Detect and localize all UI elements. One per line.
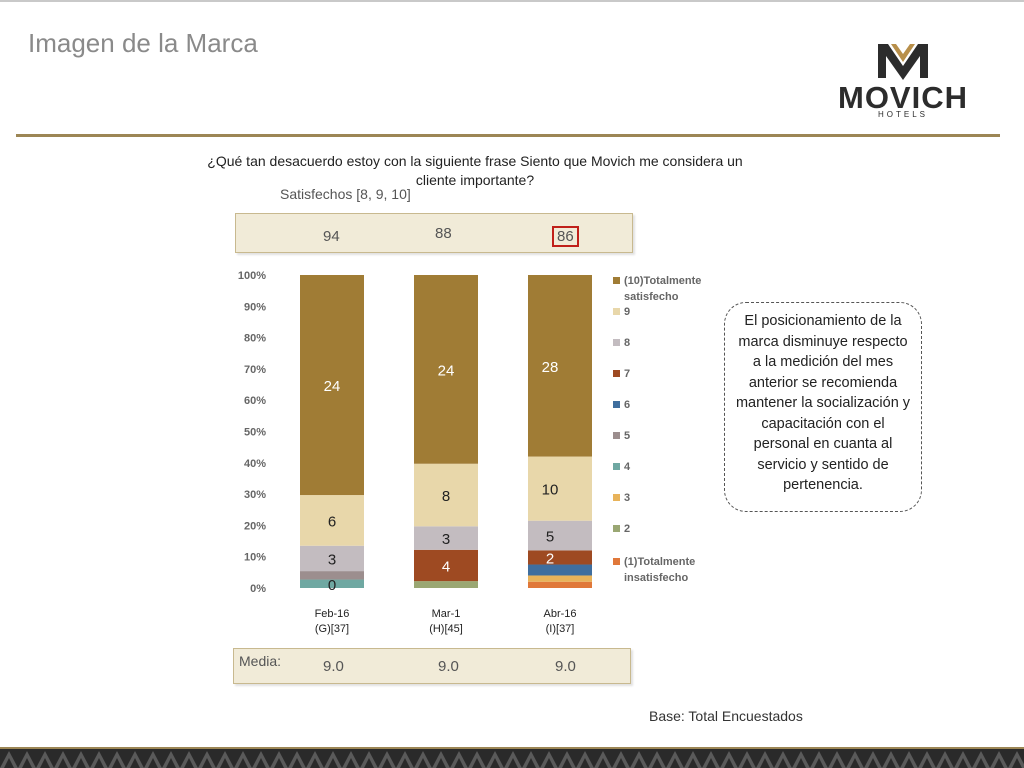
data-label: 24 <box>324 378 341 395</box>
legend-swatch <box>613 339 620 346</box>
satisfied-value-feb: 94 <box>323 228 340 245</box>
legend-label: 2 <box>624 523 630 535</box>
legend-swatch <box>613 494 620 501</box>
legend-swatch <box>613 277 620 284</box>
page-title: Imagen de la Marca <box>28 28 258 58</box>
brand-subtitle: HOTELS <box>877 110 928 119</box>
y-tick-label: 100% <box>238 270 266 282</box>
legend-label: (1)Totalmente <box>624 556 695 568</box>
legend-swatch <box>613 432 620 439</box>
legend-label: insatisfecho <box>624 572 688 584</box>
y-tick-label: 0% <box>250 583 266 595</box>
x-tick-label: (H)[45] <box>429 623 463 635</box>
data-label: 6 <box>328 513 336 530</box>
legend-swatch <box>613 370 620 377</box>
stacked-bar-chart: 0%10%20%30%40%50%60%70%80%90%100%03624Fe… <box>238 270 702 635</box>
y-tick-label: 80% <box>244 333 266 345</box>
data-label: 4 <box>442 558 450 575</box>
bar-segment <box>528 456 592 521</box>
y-tick-label: 50% <box>244 427 266 439</box>
bar-segment <box>300 275 364 496</box>
y-tick-label: 30% <box>244 489 266 501</box>
y-tick-label: 20% <box>244 520 266 532</box>
bar-segment <box>300 571 364 580</box>
data-label: 3 <box>442 531 450 548</box>
data-label: 24 <box>438 362 455 379</box>
legend-swatch <box>613 463 620 470</box>
y-tick-label: 60% <box>244 395 266 407</box>
data-label: 3 <box>328 551 336 568</box>
media-value-mar: 9.0 <box>438 658 459 675</box>
bar-segment <box>414 463 478 527</box>
top-border <box>0 0 1024 2</box>
bar-segment <box>414 275 478 464</box>
bar-segment <box>528 520 592 551</box>
bar-segment <box>300 495 364 546</box>
legend-label: 7 <box>624 368 630 380</box>
data-label: 10 <box>542 482 559 499</box>
media-band <box>233 648 631 684</box>
satisfied-value-mar: 88 <box>435 225 452 242</box>
legend-label: 8 <box>624 337 630 349</box>
bar-segment <box>528 564 592 576</box>
legend-swatch <box>613 401 620 408</box>
legend-swatch <box>613 308 620 315</box>
base-note: Base: Total Encuestados <box>649 708 803 724</box>
insight-callout: El posicionamiento de la marca disminuye… <box>724 302 922 512</box>
satisfied-value-abr: 86 <box>552 226 579 247</box>
legend-swatch <box>613 525 620 532</box>
bar-segment <box>528 275 592 457</box>
bar-segment <box>414 526 478 550</box>
data-label: 8 <box>442 488 450 505</box>
data-label: 0 <box>328 577 336 594</box>
legend-label: 4 <box>624 461 631 473</box>
x-tick-label: (I)[37] <box>546 623 575 635</box>
legend-swatch <box>613 558 620 565</box>
bar-segment <box>528 581 592 588</box>
footer-pattern <box>0 747 1024 768</box>
survey-question: ¿Qué tan desacuerdo estoy con la siguien… <box>207 153 743 188</box>
legend-label: 5 <box>624 430 630 442</box>
bar-segment <box>300 545 364 572</box>
header-divider <box>16 134 1000 137</box>
data-label: 2 <box>546 550 554 567</box>
data-label: 28 <box>542 359 559 376</box>
x-tick-label: Feb-16 <box>315 608 350 620</box>
bar-segment <box>414 581 478 588</box>
legend-label: 3 <box>624 492 630 504</box>
data-label: 5 <box>546 529 554 546</box>
legend-label: satisfecho <box>624 291 679 303</box>
y-tick-label: 40% <box>244 458 266 470</box>
legend-label: 9 <box>624 306 630 318</box>
x-tick-label: Mar-1 <box>432 608 461 620</box>
y-tick-label: 90% <box>244 301 266 313</box>
media-label: Media: <box>239 653 282 669</box>
x-tick-label: Abr-16 <box>543 608 576 620</box>
media-value-abr: 9.0 <box>555 658 576 675</box>
brand-name: MOVICH <box>838 80 968 115</box>
bar-segment <box>300 579 364 588</box>
x-tick-label: (G)[37] <box>315 623 349 635</box>
legend-label: 6 <box>624 399 630 411</box>
movich-logo-icon <box>878 44 928 80</box>
bar-segment <box>528 575 592 582</box>
media-value-feb: 9.0 <box>323 658 344 675</box>
satisfied-label: Satisfechos [8, 9, 10] <box>280 186 411 202</box>
bar-segment <box>528 550 592 565</box>
y-tick-label: 70% <box>244 364 266 376</box>
bar-segment <box>414 549 478 582</box>
legend-label: (10)Totalmente <box>624 275 701 287</box>
y-tick-label: 10% <box>244 552 266 564</box>
